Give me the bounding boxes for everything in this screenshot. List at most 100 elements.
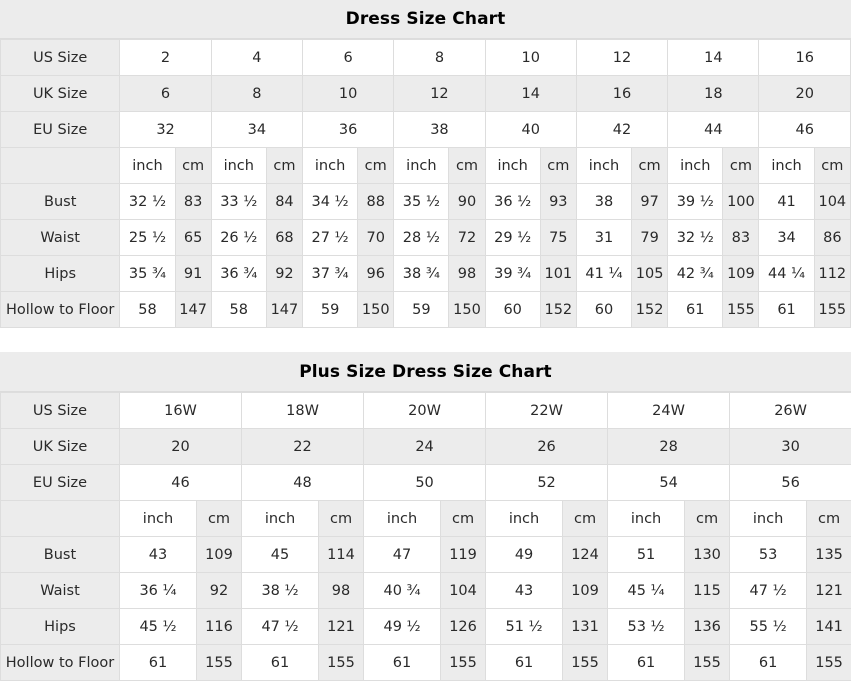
unit-header-cm: cm xyxy=(722,147,760,184)
row-label: Hollow to Floor xyxy=(0,291,121,328)
measure-cell-inch: 25 ½ xyxy=(119,219,176,256)
measure-cell-cm: 126 xyxy=(440,608,487,645)
chart-title: Plus Size Dress Size Chart xyxy=(0,352,851,392)
row-label: Bust xyxy=(0,536,120,573)
unit-header-inch: inch xyxy=(575,147,633,184)
unit-header-inch: inch xyxy=(758,147,815,184)
measure-cell-inch: 60 xyxy=(484,291,541,328)
measure-cell-inch: 41 xyxy=(758,183,815,220)
measure-cell-inch: 53 xyxy=(729,536,808,573)
unit-header-cm: cm xyxy=(448,147,486,184)
size-value-cell: 10 xyxy=(484,39,577,76)
size-value-cell: 22 xyxy=(241,428,365,465)
size-value-cell: 52 xyxy=(485,464,609,501)
size-value-cell: 26 xyxy=(485,428,609,465)
row-label: UK Size xyxy=(0,428,120,465)
size-value-cell: 26W xyxy=(729,392,851,429)
size-value-cell: 16W xyxy=(118,392,243,429)
measure-cell-cm: 141 xyxy=(806,608,851,645)
unit-header-cm: cm xyxy=(806,500,851,537)
measure-cell-cm: 152 xyxy=(631,291,669,328)
size-value-cell: 48 xyxy=(241,464,365,501)
size-value-cell: 14 xyxy=(667,39,760,76)
measure-cell-cm: 90 xyxy=(448,183,486,220)
measure-cell-inch: 61 xyxy=(758,291,815,328)
size-value-cell: 20W xyxy=(363,392,487,429)
measure-cell-cm: 155 xyxy=(806,644,851,681)
measure-cell-cm: 68 xyxy=(265,219,303,256)
size-value-cell: 34 xyxy=(210,111,303,148)
measure-cell-inch: 61 xyxy=(241,644,320,681)
size-value-cell: 38 xyxy=(393,111,486,148)
measure-cell-cm: 147 xyxy=(265,291,303,328)
measure-cell-cm: 109 xyxy=(722,255,760,292)
unit-header-inch: inch xyxy=(607,500,686,537)
size-value-cell: 46 xyxy=(118,464,243,501)
measure-cell-cm: 155 xyxy=(813,291,851,328)
measure-cell-inch: 29 ½ xyxy=(484,219,541,256)
measure-cell-cm: 114 xyxy=(318,536,365,573)
measure-cell-inch: 61 xyxy=(485,644,564,681)
measure-cell-cm: 104 xyxy=(440,572,487,609)
table-row: UK Size 20 22 24 26 28 30 xyxy=(0,428,851,465)
measure-cell-inch: 45 ½ xyxy=(119,608,197,645)
table-row: Hips 45 ½ 116 47 ½ 121 49 ½ 126 51 ½ 131 53 ½ 136 5… xyxy=(0,608,851,645)
unit-header-inch: inch xyxy=(667,147,724,184)
size-value-cell: 20 xyxy=(118,428,243,465)
measure-cell-cm: 155 xyxy=(722,291,760,328)
measure-cell-cm: 135 xyxy=(806,536,851,573)
table-row: Hollow to Floor 61 155 61 155 61 155 61 155 61 155… xyxy=(0,644,851,681)
table-row: US Size 16W 18W 20W 22W 24W 26W xyxy=(0,392,851,429)
size-value-cell: 4 xyxy=(210,39,303,76)
measure-cell-cm: 65 xyxy=(174,219,212,256)
table-row: Bust 43 109 45 114 47 119 49 124 51 130 53 135 xyxy=(0,536,851,573)
size-value-cell: 28 xyxy=(607,428,731,465)
measure-cell-inch: 38 xyxy=(575,183,633,220)
measure-cell-inch: 59 xyxy=(393,291,450,328)
measure-cell-cm: 152 xyxy=(539,291,577,328)
unit-header-inch: inch xyxy=(301,147,359,184)
measure-cell-cm: 121 xyxy=(806,572,851,609)
measure-cell-inch: 36 ¾ xyxy=(210,255,267,292)
unit-header-inch: inch xyxy=(484,147,541,184)
measure-cell-cm: 109 xyxy=(195,536,243,573)
table-row: Waist 36 ¼ 92 38 ½ 98 40 ¾ 104 43 109 45 ¼ 115 47 ½… xyxy=(0,572,851,609)
table-row: Bust 32 ½ 83 33 ½ 84 34 ½ 88 35 ½ 90 36 ½ 93 38 97 39… xyxy=(0,183,851,220)
row-label: Waist xyxy=(0,219,121,256)
measure-cell-cm: 101 xyxy=(539,255,577,292)
size-value-cell: 44 xyxy=(667,111,760,148)
measure-cell-inch: 34 ½ xyxy=(301,183,359,220)
measure-cell-cm: 136 xyxy=(684,608,731,645)
measure-cell-cm: 98 xyxy=(318,572,365,609)
measure-cell-inch: 43 xyxy=(485,572,564,609)
size-value-cell: 2 xyxy=(119,39,212,76)
measure-cell-inch: 28 ½ xyxy=(393,219,450,256)
table-row: UK Size 6 8 10 12 14 16 18 20 xyxy=(0,75,851,112)
units-row-label xyxy=(0,147,121,184)
size-table: US Size 16W 18W 20W 22W 24W 26W UK Size 20 22 24 26… xyxy=(0,392,851,681)
measure-cell-inch: 39 ¾ xyxy=(484,255,541,292)
measure-cell-inch: 47 ½ xyxy=(729,572,808,609)
measure-cell-inch: 36 ½ xyxy=(484,183,541,220)
measure-cell-cm: 72 xyxy=(448,219,486,256)
units-row: inch cm inch cm inch cm inch cm inch cm inch cm inch… xyxy=(0,147,851,184)
size-value-cell: 36 xyxy=(301,111,395,148)
measure-cell-inch: 39 ½ xyxy=(667,183,724,220)
size-value-cell: 20 xyxy=(758,75,851,112)
measure-cell-inch: 61 xyxy=(119,644,197,681)
unit-header-cm: cm xyxy=(539,147,577,184)
measure-cell-cm: 75 xyxy=(539,219,577,256)
measure-cell-cm: 100 xyxy=(722,183,760,220)
size-value-cell: 18 xyxy=(667,75,760,112)
size-chart-plus-size-dress-size-chart: Plus Size Dress Size Chart US Size 16W 18W 2… xyxy=(0,352,851,681)
measure-cell-cm: 109 xyxy=(562,572,609,609)
measure-cell-inch: 45 ¼ xyxy=(607,572,686,609)
unit-header-cm: cm xyxy=(174,147,212,184)
measure-cell-inch: 36 ¼ xyxy=(119,572,197,609)
measure-cell-cm: 96 xyxy=(357,255,395,292)
measure-cell-inch: 33 ½ xyxy=(210,183,267,220)
measure-cell-cm: 83 xyxy=(174,183,212,220)
measure-cell-cm: 92 xyxy=(265,255,303,292)
measure-cell-cm: 105 xyxy=(631,255,669,292)
chart-title: Dress Size Chart xyxy=(0,0,851,39)
